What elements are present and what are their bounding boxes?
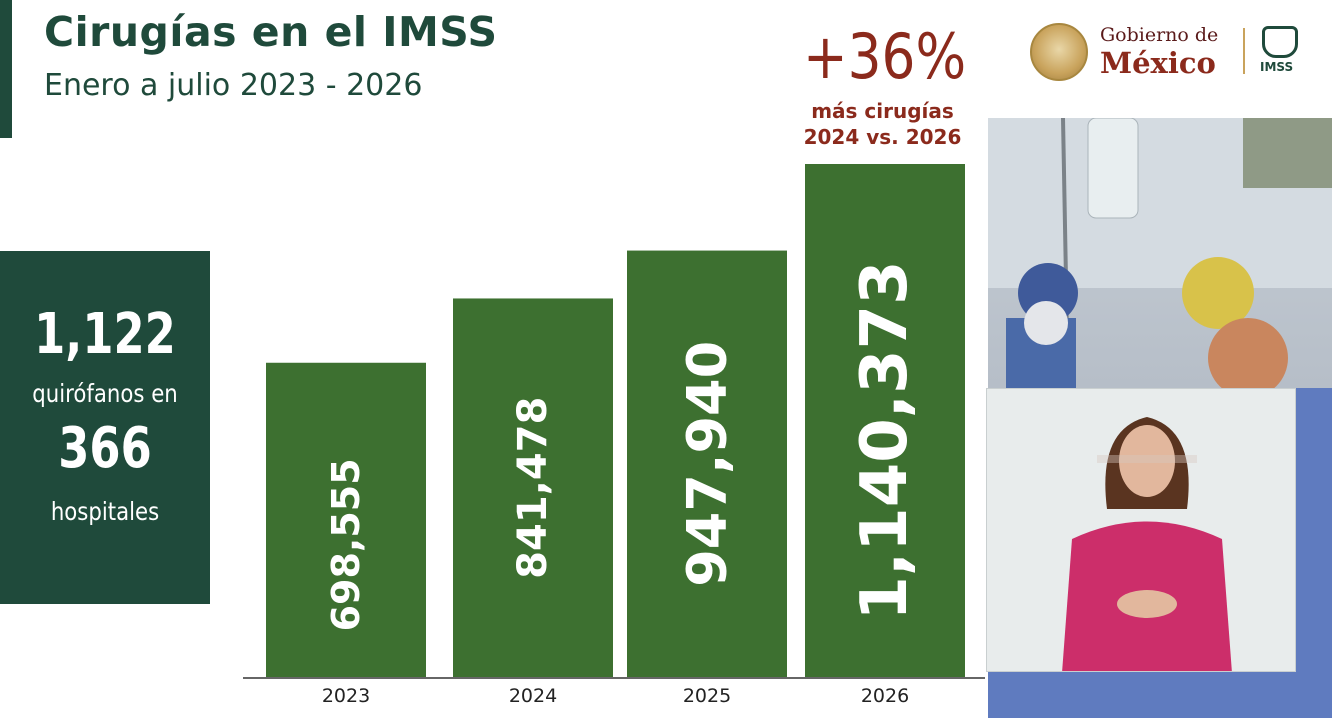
bar-value-label-2023: 698,555 xyxy=(324,458,368,631)
x-tick-label-2023: 2023 xyxy=(322,685,370,707)
growth-headline: +36% más cirugías 2024 vs. 2026 xyxy=(790,22,975,150)
operating-rooms-count: 1,122 xyxy=(34,302,176,367)
logo-divider xyxy=(1243,28,1245,74)
bar-2026 xyxy=(805,164,965,677)
interpreter-illustration xyxy=(987,389,1295,671)
national-seal-icon xyxy=(1030,23,1088,81)
imss-logo-text: IMSS xyxy=(1260,60,1294,74)
sign-language-interpreter-video xyxy=(986,388,1296,672)
page-subtitle: Enero a julio 2023 - 2026 xyxy=(44,68,423,103)
accent-bar xyxy=(0,0,12,138)
x-tick-label-2025: 2025 xyxy=(683,685,731,707)
growth-percent: +36% xyxy=(802,20,967,93)
bar-2023 xyxy=(266,362,426,677)
growth-description-line1: más cirugías xyxy=(811,99,954,123)
bar-value-label-2024: 841,478 xyxy=(510,397,556,579)
bar-2024 xyxy=(453,298,613,677)
imss-logo-icon xyxy=(1262,26,1298,58)
logo-text-mexico: México xyxy=(1100,46,1216,80)
gobierno-mexico-logo: Gobierno de México IMSS xyxy=(1030,22,1320,82)
x-tick-label-2024: 2024 xyxy=(509,685,557,707)
logo-text-gobierno: Gobierno de xyxy=(1100,24,1219,46)
bar-2025 xyxy=(627,250,787,677)
x-tick-label-2026: 2026 xyxy=(861,685,909,707)
page-title: Cirugías en el IMSS xyxy=(44,8,498,56)
bar-value-label-2025: 947,940 xyxy=(676,341,739,587)
operating-rooms-stat-box: 1,122 quirófanos en 366 hospitales xyxy=(0,251,210,604)
bar-value-label-2026: 1,140,373 xyxy=(848,260,922,620)
hospitals-count: 366 xyxy=(58,416,152,481)
operating-rooms-label: quirófanos en xyxy=(32,379,178,408)
hospitals-label: hospitales xyxy=(50,497,160,526)
growth-description-line2: 2024 vs. 2026 xyxy=(803,125,962,149)
